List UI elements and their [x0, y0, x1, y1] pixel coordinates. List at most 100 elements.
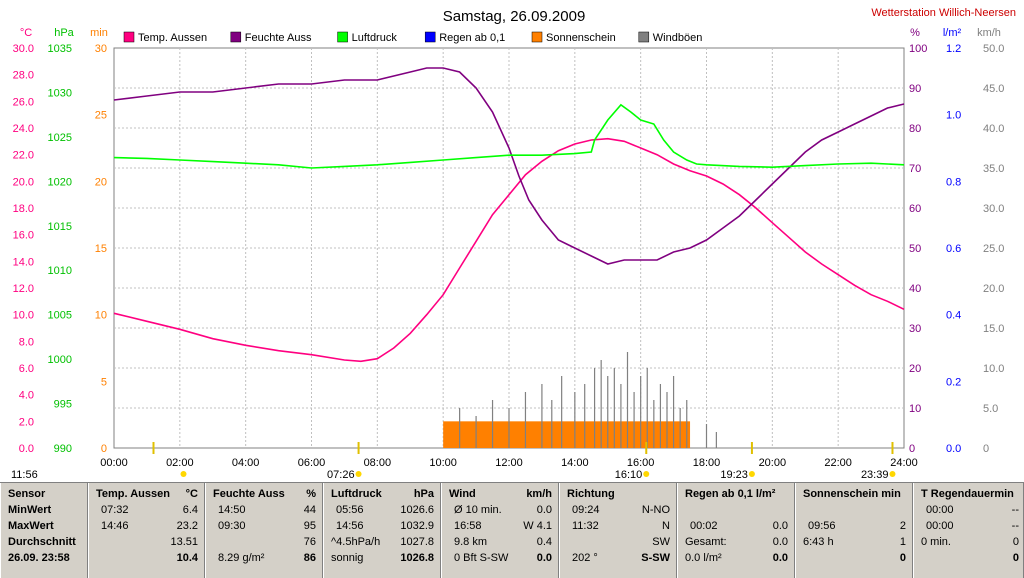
sunshine-header: Sonnenschein min — [803, 488, 901, 500]
humidity-tick-label: 10 — [909, 403, 921, 415]
rain-tick-label: 0.8 — [946, 176, 961, 188]
humidity-tick-label: 50 — [909, 243, 921, 255]
time-marker-label: 23:39 — [861, 469, 889, 481]
pressure-forecast: sonnig — [331, 552, 364, 564]
pressure-tick-label: 1025 — [48, 132, 72, 144]
time-marker-dot — [355, 471, 362, 477]
direction-current-value: S-SW — [641, 552, 670, 564]
wind-header: Wind — [449, 488, 476, 500]
x-tick-label: 10:00 — [429, 457, 457, 469]
time-marker-label: 11:56 — [11, 469, 38, 481]
temp-tick-label: 30.0 — [13, 43, 34, 55]
humidity-tick-label: 70 — [909, 163, 921, 175]
humidity-tick-label: 30 — [909, 323, 921, 335]
wind-tick-label: 30.0 — [983, 203, 1004, 215]
wind-tick-label: 10.0 — [983, 363, 1004, 375]
sensor-max-label: MaxWert — [8, 520, 54, 532]
sensor-min-label: MinWert — [8, 504, 52, 516]
humidity-current-value: 86 — [303, 552, 316, 564]
pressure-tick-label: 995 — [54, 399, 72, 411]
humidity-axis-unit: % — [910, 27, 920, 39]
temp-tick-label: 16.0 — [13, 230, 34, 242]
station-name: Wetterstation Willich-Neersen — [871, 7, 1016, 19]
x-tick-label: 22:00 — [824, 457, 852, 469]
x-tick-label: 12:00 — [495, 457, 523, 469]
wind-tick-label: 35.0 — [983, 163, 1004, 175]
legend-swatch — [638, 31, 650, 43]
sensor-avg-label: Durchschnitt — [8, 536, 76, 548]
time-marker-label: 16:10 — [615, 469, 643, 481]
temp-tick-label: 0.0 — [19, 443, 34, 455]
rain-total-label: Gesamt: — [685, 536, 727, 548]
rain-total-value: 0.0 — [772, 536, 788, 548]
wind-avg-label: Ø 10 min. — [454, 504, 502, 516]
sensor-column: Sensor MinWert MaxWert Durchschnitt 26.0… — [0, 483, 88, 578]
humidity-min-value: 44 — [303, 504, 316, 516]
temp-tick-label: 14.0 — [13, 256, 34, 268]
time-marker-dot — [889, 471, 896, 477]
sunshine-tick-label: 10 — [95, 310, 107, 322]
sunshine-r2-value: 2 — [899, 520, 906, 532]
temp-tick-label: 6.0 — [19, 363, 34, 375]
wind-max-time: 16:58 — [454, 520, 482, 532]
sunshine-tick-label: 20 — [95, 176, 107, 188]
temp-min-value: 6.4 — [182, 504, 198, 516]
x-tick-label: 20:00 — [759, 457, 787, 469]
rain-duration-r2-value: -- — [1011, 520, 1019, 532]
temp-tick-label: 26.0 — [13, 96, 34, 108]
legend-swatch — [230, 31, 242, 43]
pressure-tick-label: 1035 — [48, 43, 72, 55]
pressure-tick-label: 990 — [54, 443, 72, 455]
pressure-max-value: 1032.9 — [400, 520, 434, 532]
rain-header: Regen ab 0,1 l/m² — [685, 488, 776, 500]
wind-run-value: 0.4 — [536, 536, 552, 548]
rain-column: Regen ab 0,1 l/m² 00:02 0.0 Gesamt: 0.0 0.… — [677, 483, 795, 578]
legend-swatch — [123, 31, 135, 43]
chart-legend: Temp. Aussen Feuchte Auss Luftdruck Regen a… — [123, 31, 702, 44]
pressure-current-value: 1026.8 — [400, 552, 434, 564]
stats-panel: Sensor MinWert MaxWert Durchschnitt 26.0… — [0, 482, 1024, 578]
rain-r2-time: 00:02 — [690, 520, 718, 532]
pressure-min-time: 05:56 — [336, 504, 364, 516]
x-tick-label: 04:00 — [232, 457, 260, 469]
pressure-tick-label: 1000 — [48, 354, 72, 366]
time-marker-label: 07:26 — [327, 469, 355, 481]
sunshine-tick-label: 15 — [95, 243, 107, 255]
rain-tick-label: 0.0 — [946, 443, 961, 455]
rain-r2-value: 0.0 — [772, 520, 788, 532]
rain-duration-total: 0 min. — [921, 536, 951, 548]
time-marker-dot — [180, 471, 187, 477]
temp-current-value: 10.4 — [176, 552, 198, 564]
legend-swatch — [337, 31, 348, 43]
sunshine-column: Sonnenschein min 09:56 2 6:43 h 1 0 — [795, 483, 913, 578]
legend-label: Luftdruck — [352, 32, 398, 44]
wind-axis-unit: km/h — [977, 27, 1001, 39]
wind-tick-label: 0 — [983, 443, 989, 455]
wind-run: 9.8 km — [454, 536, 488, 548]
pressure-header: Luftdruck — [331, 488, 382, 500]
chart-plot-area — [113, 67, 905, 448]
pressure-column: Luftdruck hPa 05:56 1026.6 14:56 1032.9 ^4.… — [323, 483, 441, 578]
time-marker-dot — [748, 471, 755, 477]
legend-swatch — [424, 31, 436, 43]
temp-tick-label: 12.0 — [13, 283, 34, 295]
pressure-trend: ^4.5hPa/h — [331, 536, 381, 548]
wind-tick-label: 25.0 — [983, 243, 1004, 255]
rain-tick-label: 1.0 — [946, 110, 961, 122]
humidity-absolute: 8.29 g/m² — [218, 552, 265, 564]
rain-axis-unit: l/m² — [943, 27, 962, 39]
rain-current-value: 0.0 — [772, 552, 788, 564]
wind-tick-label: 45.0 — [983, 83, 1004, 95]
x-tick-label: 18:00 — [693, 457, 721, 469]
wind-tick-label: 50.0 — [983, 43, 1004, 55]
humidity-tick-label: 100 — [909, 43, 927, 55]
temp-axis-unit: °C — [20, 27, 32, 39]
pressure-tick-label: 1030 — [48, 87, 72, 99]
sensor-header: Sensor — [8, 488, 46, 500]
humidity-tick-label: 60 — [909, 203, 921, 215]
temp-tick-label: 2.0 — [19, 416, 34, 428]
pressure-min-value: 1026.6 — [400, 504, 434, 516]
wind-tick-label: 5.0 — [983, 403, 998, 415]
x-tick-label: 16:00 — [627, 457, 655, 469]
temp-tick-label: 8.0 — [19, 336, 34, 348]
